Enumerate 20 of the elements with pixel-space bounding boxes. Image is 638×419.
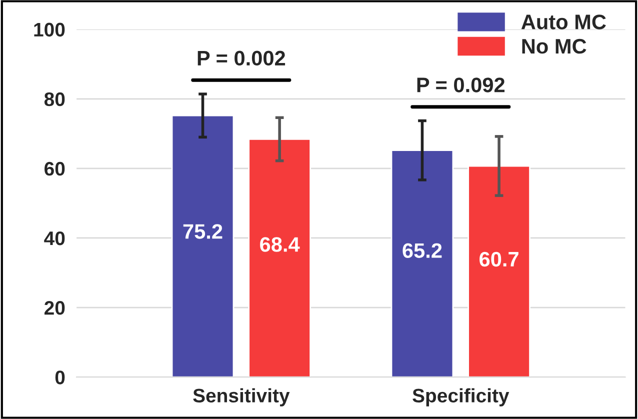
annotation: P = 0.002 — [198, 50, 286, 66]
annotation: P = 0.092 — [417, 78, 505, 92]
data-label: 75.2 — [183, 224, 222, 239]
y-tick-label: 80 — [44, 92, 65, 106]
bar — [171, 114, 234, 378]
y-tick-label: 100 — [34, 22, 65, 37]
y-tick-label: 20 — [44, 301, 65, 315]
y-tick-label: 40 — [44, 231, 65, 246]
bar — [468, 165, 530, 378]
bar — [390, 150, 454, 378]
data-label: 68.4 — [260, 237, 300, 252]
y-tick-label: 0 — [55, 370, 65, 384]
x-tick-label: Sensitivity — [193, 388, 290, 406]
legend-label: No MC — [522, 38, 586, 54]
data-label: 60.7 — [480, 252, 518, 267]
bar — [248, 138, 311, 378]
x-tick-label: Specificity — [412, 388, 510, 406]
y-tick-label: 60 — [44, 162, 65, 176]
data-label: 65.2 — [402, 243, 442, 258]
legend-label: Auto MC — [521, 14, 606, 30]
